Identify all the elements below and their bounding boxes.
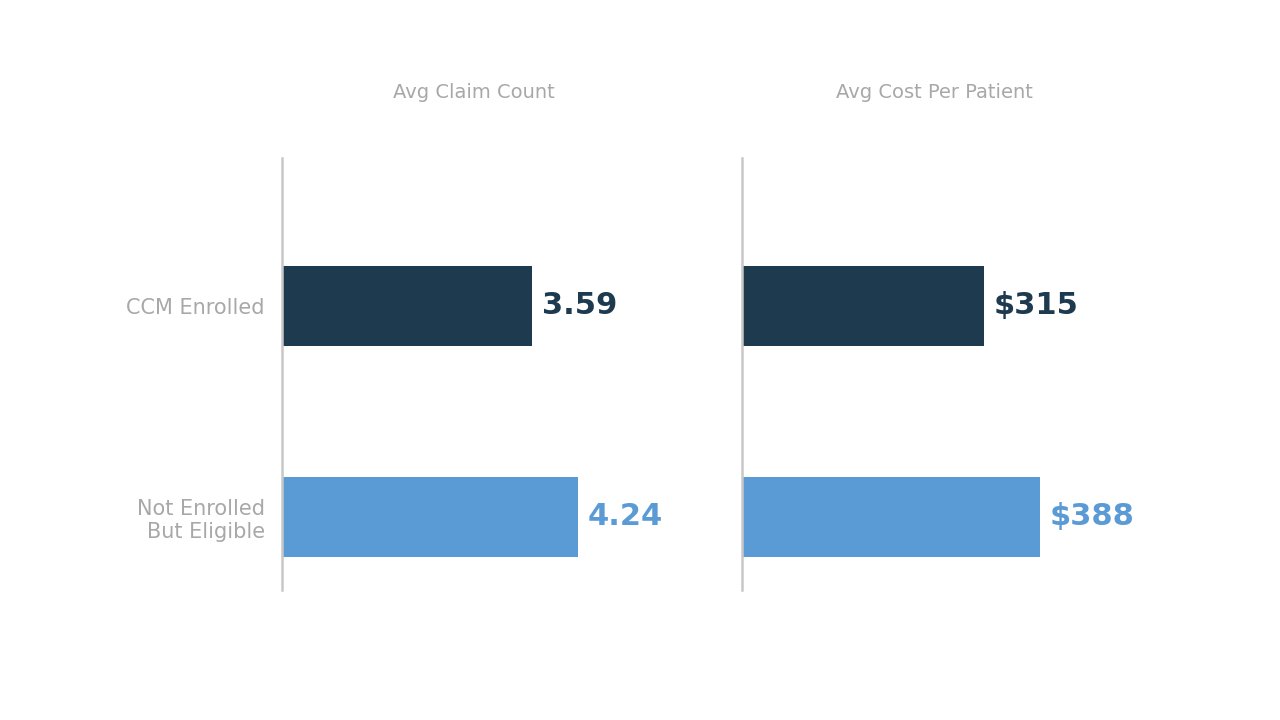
Text: Avg Claim Count: Avg Claim Count bbox=[393, 84, 554, 102]
Text: $315: $315 bbox=[993, 292, 1079, 320]
Bar bbox=[282, 266, 532, 346]
Bar bbox=[282, 477, 577, 557]
Bar bbox=[742, 266, 984, 346]
Text: $388: $388 bbox=[1050, 502, 1135, 531]
Bar bbox=[742, 477, 1041, 557]
Text: 3.59: 3.59 bbox=[541, 292, 617, 320]
Text: 4.24: 4.24 bbox=[588, 502, 663, 531]
Text: Avg Cost Per Patient: Avg Cost Per Patient bbox=[836, 84, 1033, 102]
